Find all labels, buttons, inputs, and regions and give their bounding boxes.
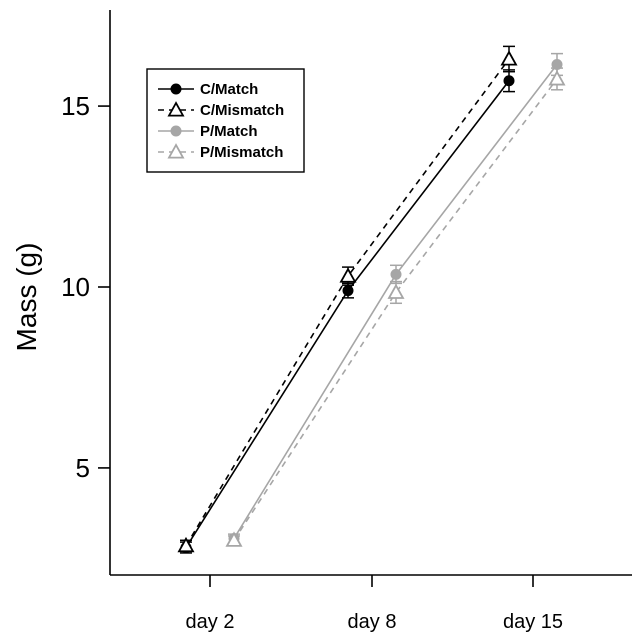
legend-marker xyxy=(170,125,182,137)
y-tick-label: 15 xyxy=(61,91,90,121)
data-point xyxy=(390,268,402,280)
axes xyxy=(109,10,632,576)
legend-marker xyxy=(170,83,182,95)
legend-label: C/Mismatch xyxy=(200,102,284,119)
legend: C/Match C/Mismatch P/Match P/Mismatch xyxy=(146,68,305,173)
data-point xyxy=(500,50,518,66)
data-point xyxy=(177,536,195,553)
data-point xyxy=(225,531,243,547)
legend-marker xyxy=(167,101,185,117)
legend-marker xyxy=(167,143,185,159)
series-line xyxy=(233,78,558,541)
x-tick-label: day 8 xyxy=(348,611,397,633)
legend-label: P/Mismatch xyxy=(200,144,283,161)
y-tick-label: 5 xyxy=(76,453,90,483)
legend-label: C/Match xyxy=(200,81,258,98)
x-ticks: day 2 day 8 day 15 xyxy=(186,575,563,633)
series-p-mismatch xyxy=(225,67,566,547)
y-tick-label: 10 xyxy=(61,272,90,302)
data-point xyxy=(387,283,405,299)
data-point xyxy=(503,75,515,87)
data-point xyxy=(339,267,357,283)
legend-entry: C/Mismatch xyxy=(158,101,284,119)
y-axis-title: Mass (g) xyxy=(11,243,42,352)
series-layer xyxy=(177,45,566,554)
series-line xyxy=(185,58,510,547)
legend-entry: C/Match xyxy=(158,81,258,98)
x-tick-label: day 15 xyxy=(503,611,563,633)
y-ticks: 5 10 15 xyxy=(61,91,110,483)
data-point xyxy=(342,285,354,297)
legend-entry: P/Match xyxy=(158,123,258,140)
legend-label: P/Match xyxy=(200,123,258,140)
data-point xyxy=(548,70,566,86)
x-tick-label: day 2 xyxy=(186,611,235,633)
legend-entry: P/Mismatch xyxy=(158,143,283,161)
series-c-mismatch xyxy=(177,45,518,553)
